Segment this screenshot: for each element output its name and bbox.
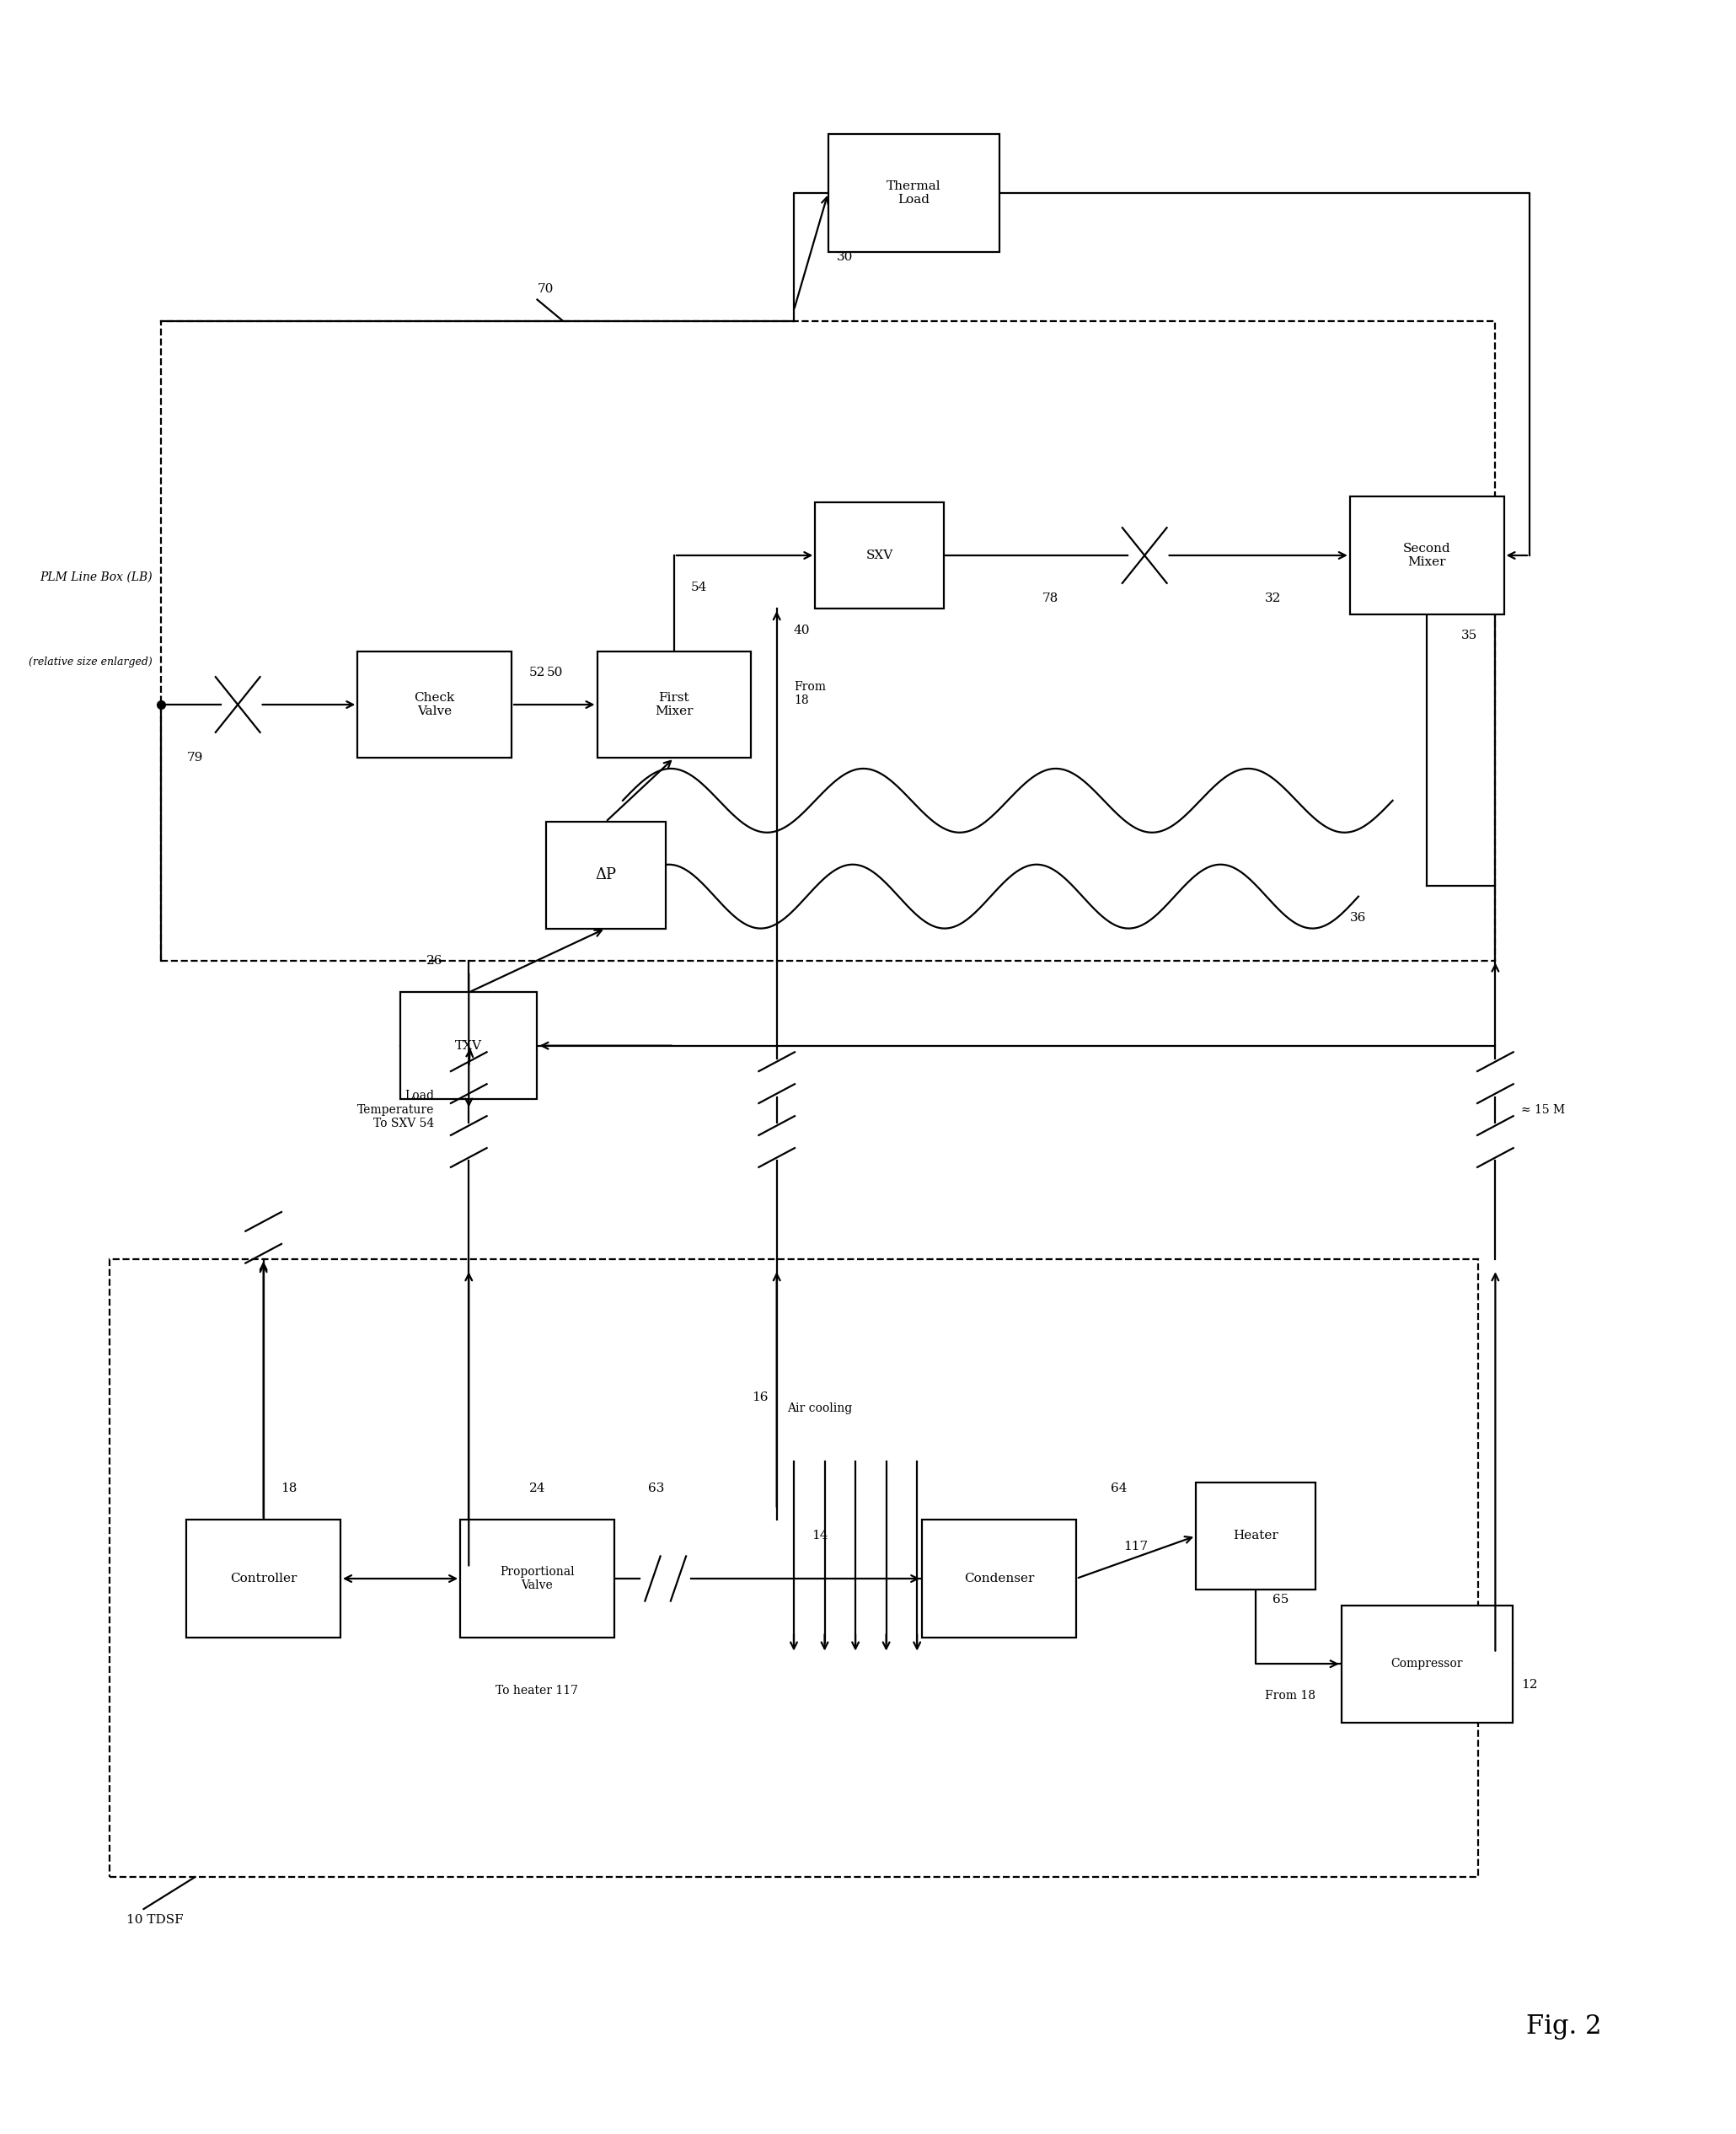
Text: 12: 12 [1521, 1679, 1538, 1690]
Bar [358, 651, 512, 758]
Text: SXV: SXV [866, 548, 892, 561]
Bar [922, 1519, 1076, 1637]
Bar [186, 1519, 340, 1637]
Text: 64: 64 [1111, 1483, 1127, 1494]
Text: 78: 78 [1042, 591, 1059, 604]
Text: From
18: From 18 [793, 681, 826, 706]
Text: TXV: TXV [455, 1039, 483, 1052]
Text: Compressor: Compressor [1391, 1658, 1463, 1669]
Bar [460, 1519, 615, 1637]
Text: Thermal
Load: Thermal Load [887, 179, 941, 205]
Bar [1342, 1605, 1512, 1722]
Text: From 18: From 18 [1266, 1690, 1316, 1701]
Bar [109, 1259, 1477, 1878]
Text: 40: 40 [793, 623, 811, 636]
Bar [816, 501, 944, 608]
Text: 35: 35 [1462, 630, 1477, 640]
Text: 50: 50 [547, 666, 562, 679]
Text: 26: 26 [427, 954, 443, 967]
Text: Fig. 2: Fig. 2 [1526, 2012, 1601, 2040]
Text: 52: 52 [529, 666, 545, 679]
Text: 36: 36 [1351, 911, 1366, 924]
Text: 54: 54 [691, 580, 708, 593]
Bar [597, 651, 752, 758]
Text: Check
Valve: Check Valve [415, 691, 455, 717]
Text: 65: 65 [1272, 1594, 1290, 1605]
Text: To heater 117: To heater 117 [496, 1684, 578, 1697]
Text: 79: 79 [187, 751, 203, 764]
Text: ≈ 15 M: ≈ 15 M [1521, 1103, 1564, 1116]
Bar [545, 822, 665, 928]
Text: 14: 14 [811, 1530, 828, 1543]
Text: Proportional
Valve: Proportional Valve [500, 1566, 575, 1592]
Text: 117: 117 [1123, 1541, 1147, 1554]
Text: 24: 24 [529, 1483, 545, 1494]
Bar [1351, 497, 1503, 615]
Text: 30: 30 [837, 252, 852, 262]
Text: Heater: Heater [1233, 1530, 1278, 1543]
Bar [161, 320, 1495, 960]
Text: 70: 70 [536, 284, 554, 294]
Text: Load
Temperature
To SXV 54: Load Temperature To SXV 54 [358, 1090, 434, 1129]
Text: 16: 16 [752, 1391, 767, 1404]
Bar [1196, 1483, 1316, 1590]
Text: 32: 32 [1266, 591, 1281, 604]
Text: 63: 63 [649, 1483, 665, 1494]
Text: Controller: Controller [229, 1573, 297, 1586]
Text: 10 TDSF: 10 TDSF [127, 1914, 184, 1925]
Bar [401, 992, 536, 1099]
Text: Air cooling: Air cooling [786, 1402, 852, 1415]
Text: ΔP: ΔP [595, 869, 616, 883]
Text: (relative size enlarged): (relative size enlarged) [28, 657, 153, 668]
Text: First
Mixer: First Mixer [654, 691, 693, 717]
Text: Second
Mixer: Second Mixer [1403, 542, 1451, 568]
Text: Condenser: Condenser [963, 1573, 1035, 1586]
Text: 18: 18 [281, 1483, 297, 1494]
Text: PLM Line Box (LB): PLM Line Box (LB) [40, 570, 153, 583]
Bar [828, 134, 1000, 252]
